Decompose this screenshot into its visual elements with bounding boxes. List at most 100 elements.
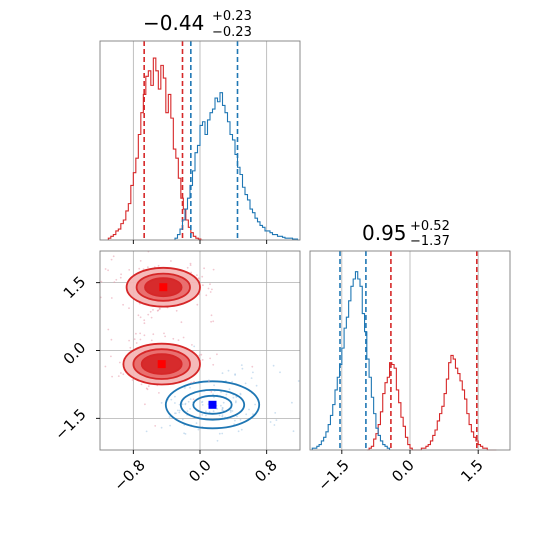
marginal-2-x-tick-label: −1.5 — [314, 456, 352, 494]
joint-sample-point — [216, 407, 219, 410]
joint-sample-point — [110, 297, 113, 299]
joint-sample-point — [154, 425, 157, 427]
title-param-2-value: 0.95 — [362, 221, 407, 245]
joint-sample-point — [131, 379, 134, 381]
joint-sample-point — [269, 421, 272, 423]
joint-sample-point — [201, 359, 204, 361]
title-param-1-upper: +0.23 — [212, 9, 252, 24]
joint-sample-point — [202, 284, 204, 287]
joint-sample-point — [156, 309, 159, 312]
joint-sample-point — [163, 332, 165, 335]
joint-sample-point — [212, 268, 215, 271]
joint-sample-point — [209, 357, 212, 360]
joint-x-tick-label: 0.8 — [251, 456, 281, 486]
joint-sample-point — [216, 353, 218, 356]
joint-sample-point — [200, 353, 203, 356]
joint-mode-marker — [157, 360, 166, 369]
joint-sample-point — [201, 275, 204, 278]
joint-sample-point — [184, 402, 187, 405]
joint-sample-point — [152, 309, 154, 311]
joint-sample-point — [139, 260, 142, 262]
joint-sample-point — [209, 283, 211, 286]
joint-sample-point — [212, 410, 215, 413]
joint-sample-point — [221, 414, 224, 417]
joint-sample-point — [119, 276, 122, 279]
joint-sample-point — [110, 355, 112, 358]
joint-sample-point — [221, 415, 224, 418]
joint-sample-point — [120, 372, 122, 374]
joint-sample-point — [240, 364, 243, 366]
joint-sample-point — [220, 404, 222, 407]
marginal-2-x-tick-label: 0.0 — [388, 456, 418, 486]
joint-sample-point — [147, 266, 149, 269]
title-param-1-value: −0.44 — [143, 11, 204, 35]
joint-sample-point — [236, 415, 238, 418]
joint-sample-point — [221, 406, 224, 409]
joint-sample-point — [209, 291, 212, 293]
joint-sample-point — [208, 411, 211, 414]
marginal-1-histogram-series-1 — [174, 92, 300, 241]
joint-sample-point — [211, 288, 213, 291]
joint-sample-point — [178, 409, 181, 412]
joint-sample-point — [237, 430, 240, 433]
joint-sample-point — [196, 274, 198, 276]
joint-sample-point — [250, 377, 253, 379]
joint-sample-point — [181, 418, 184, 421]
joint-sample-point — [147, 313, 150, 316]
joint-sample-point — [183, 432, 186, 435]
joint-sample-point — [111, 375, 113, 378]
title-param-2-lower: −1.37 — [410, 234, 450, 249]
joint-sample-point — [205, 294, 208, 297]
joint-sample-point — [218, 414, 221, 417]
title-param-2-upper: +0.52 — [410, 219, 450, 234]
joint-sample-point — [227, 369, 230, 372]
joint-sample-point — [104, 268, 107, 270]
joint-sample-point — [228, 388, 231, 391]
joint-sample-point — [252, 371, 254, 374]
joint-sample-point — [212, 393, 215, 396]
joint-sample-point — [192, 398, 195, 401]
joint-x-tick-labels: −0.8 0.0 0.8 — [110, 456, 280, 494]
joint-sample-point — [186, 266, 189, 269]
joint-sample-point — [210, 320, 213, 323]
marginal-2-histogram-series-1 — [311, 271, 391, 450]
joint-sample-point — [158, 392, 160, 394]
joint-sample-point — [196, 303, 199, 306]
joint-sample-point — [143, 322, 146, 325]
joint-sample-point — [139, 316, 142, 319]
joint-sample-point — [157, 264, 160, 267]
joint-contour-level — [179, 388, 246, 421]
joint-sample-point — [168, 416, 171, 418]
joint-sample-point — [107, 269, 109, 272]
joint-y-tick-label: 1.5 — [60, 273, 90, 303]
joint-sample-point — [145, 430, 148, 433]
joint-sample-point — [212, 363, 215, 366]
joint-sample-point — [220, 391, 222, 393]
joint-sample-point — [232, 396, 235, 399]
joint-x-tick-label: 0.0 — [185, 456, 215, 486]
joint-sample-point — [107, 328, 110, 331]
marginal-2-x-tick-label: 1.5 — [457, 456, 487, 486]
joint-sample-point — [212, 320, 215, 323]
joint-sample-point — [218, 432, 221, 435]
joint-sample-point — [231, 410, 234, 412]
joint-sample-point — [191, 344, 193, 346]
joint-sample-point — [139, 332, 142, 335]
joint-sample-point — [137, 314, 140, 317]
joint-sample-point — [158, 308, 161, 310]
joint-sample-point — [197, 277, 200, 280]
joint-y-tick-labels: 1.5 0.0 −1.5 — [51, 273, 89, 444]
joint-sample-point — [181, 403, 184, 405]
joint-sample-point — [248, 408, 250, 411]
joint-sample-point — [175, 309, 178, 312]
joint-sample-point — [275, 419, 278, 421]
joint-sample-point — [129, 346, 132, 349]
joint-sample-point — [189, 408, 192, 410]
joint-sample-point — [143, 334, 146, 337]
joint-sample-point — [201, 400, 204, 403]
joint-sample-point — [274, 412, 277, 414]
joint-sample-point — [174, 395, 176, 398]
joint-sample-point — [235, 396, 238, 398]
